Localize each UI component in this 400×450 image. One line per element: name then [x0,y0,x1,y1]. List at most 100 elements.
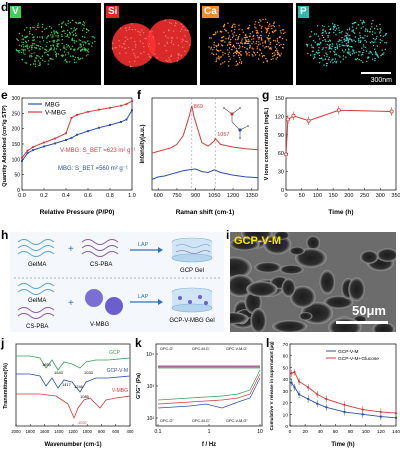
eds-dot [385,33,387,35]
eds-dot [259,48,261,50]
eds-dot [83,24,85,27]
eds-dot [50,44,52,47]
chart-e-point [20,156,24,159]
eds-dot [151,30,153,32]
eds-dot [360,40,362,42]
eds-dot [338,29,340,31]
sem-title: GCP-V-M [234,235,282,247]
y-tick-label: 0 [281,188,284,194]
eds-dot [78,39,81,41]
chart-f-peak-869-label: 869 [194,104,203,110]
eds-dot [43,52,46,54]
eds-dot [234,23,236,26]
eds-dot [368,52,370,54]
eds-dot [39,41,41,43]
panel-g-label: g [262,88,270,102]
eds-dot [66,46,68,48]
x-tick-label: 200 [344,193,353,199]
chart-l-point [395,416,397,419]
eds-dot [21,59,24,61]
eds-dot [334,60,336,63]
eds-dot [348,38,351,40]
eds-dot [276,40,279,42]
eds-dot [123,43,125,45]
eds-dot [39,61,41,63]
eds-dot [255,27,257,29]
chart-e-point [108,106,112,109]
eds-dot [248,47,251,49]
eds-dot [23,46,25,48]
eds-dot [143,51,145,53]
eds-dot [228,41,230,43]
eds-dot [329,39,331,41]
eds-dot [351,30,353,32]
eds-dot [334,29,336,32]
schematic-panel: GelMA + CS-PBA LAP GCP Gel GelMA CS-PBA … [10,232,224,332]
chart-e-point [75,113,79,116]
chart-e-ylabel: Quantity Adsorbed (cm³/g STP) [1,105,8,187]
eds-dot [50,34,52,36]
chart-l-point [361,413,364,416]
schematic-row1-lap: LAP [138,242,149,248]
eds-tag-v: V [10,6,21,18]
eds-dot [20,51,22,54]
eds-dot [33,36,35,38]
eds-dot [363,46,365,48]
eds-dot [249,45,251,47]
eds-dot [127,38,129,40]
eds-dot [271,27,273,30]
eds-dot [64,23,67,25]
eds-dot [380,35,382,37]
eds-dot [237,38,239,41]
vmbg-sphere-icon-2 [105,297,123,315]
eds-dot [359,41,362,44]
chart-e-point [131,109,133,112]
eds-dot [41,55,44,57]
eds-dot [324,30,327,33]
eds-dot [340,39,342,41]
eds-dot [52,45,54,47]
eds-dot [211,52,213,54]
eds-dot [53,49,55,51]
eds-dot [15,48,17,51]
eds-dot [31,48,33,50]
chart-l-ticks: 0 20 40 60 80 100 120 140 0 10 20 30 40 50 60 70 [283,342,400,435]
eds-dot [85,28,88,30]
eds-dot [326,53,328,56]
eds-dot [86,50,89,52]
eds-dot [275,50,277,52]
eds-dot [334,54,336,56]
eds-dot [265,31,268,34]
eds-dot [273,26,275,28]
eds-dot [61,42,63,45]
eds-dot [256,46,259,48]
eds-dot [257,58,260,60]
eds-dot [314,41,316,43]
eds-dot [284,31,286,34]
eds-dot [230,38,232,41]
eds-dot [60,25,63,28]
eds-dot [364,30,366,32]
eds-dot [269,48,271,50]
eds-dot [50,31,53,34]
eds-dot [134,41,136,43]
eds-dot [251,42,253,45]
eds-dot [346,33,349,35]
eds-dot [82,23,84,26]
eds-dot [210,48,212,50]
eds-dot [56,52,58,55]
eds-dot [318,43,320,45]
eds-dot [39,36,41,38]
eds-dot [260,20,262,22]
eds-dot [25,40,27,42]
eds-dot [256,34,258,37]
eds-dot [317,35,320,37]
eds-dot [68,36,70,38]
eds-dot [61,35,63,38]
chart-e-ticks: 0.0 0.2 0.4 0.6 0.8 1.0 0 50 100 150 200 250 300 [12,96,136,199]
eds-dot [232,23,234,25]
eds-dot [366,29,368,31]
eds-dot [74,48,76,50]
eds-dot [73,27,75,29]
chart-f-peak-1057-label: 1057 [217,132,229,138]
